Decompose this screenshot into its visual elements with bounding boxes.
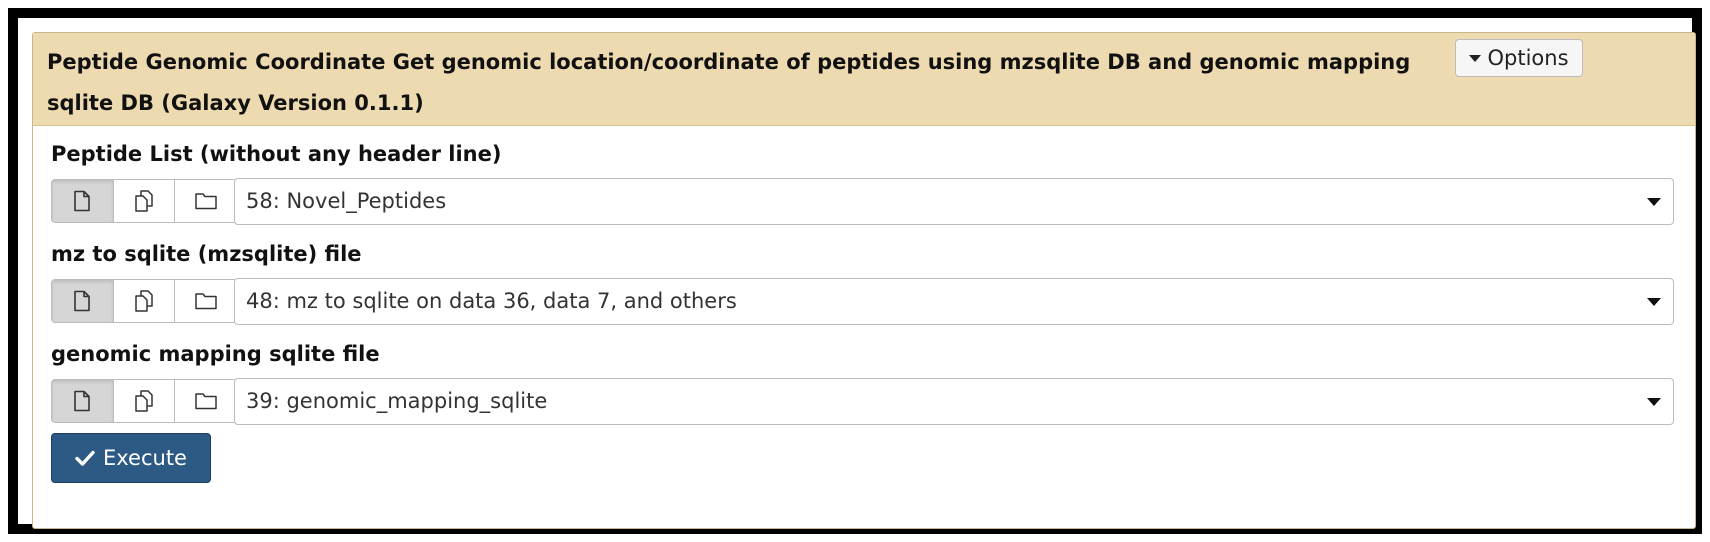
dataset-select-mzsqlite[interactable]: 48: mz to sqlite on data 36, data 7, and… <box>234 278 1674 325</box>
dataset-collection-button[interactable] <box>175 180 236 222</box>
input-mode-group-genomic-mapping <box>51 379 237 423</box>
options-button[interactable]: Options <box>1455 39 1583 77</box>
tool-form: Peptide Genomic Coordinate Get genomic l… <box>32 32 1696 529</box>
tool-title: Peptide Genomic Coordinate Get genomic l… <box>47 50 1411 115</box>
execute-label: Execute <box>103 446 187 470</box>
multiple-datasets-icon <box>135 390 153 412</box>
select-value: 48: mz to sqlite on data 36, data 7, and… <box>246 289 737 313</box>
folder-icon <box>194 193 217 210</box>
tool-header: Peptide Genomic Coordinate Get genomic l… <box>33 33 1695 126</box>
multiple-datasets-button[interactable] <box>113 280 176 322</box>
folder-icon <box>194 393 217 410</box>
caret-down-icon <box>1647 298 1661 306</box>
caret-down-icon <box>1469 54 1482 62</box>
select-value: 58: Novel_Peptides <box>246 189 447 213</box>
select-value: 39: genomic_mapping_sqlite <box>246 389 548 413</box>
caret-down-icon <box>1647 398 1661 406</box>
dataset-collection-button[interactable] <box>175 280 236 322</box>
single-dataset-icon <box>74 290 91 312</box>
multiple-datasets-icon <box>135 290 153 312</box>
single-dataset-icon <box>74 190 91 212</box>
check-icon <box>75 450 95 466</box>
input-mode-group-mzsqlite <box>51 279 237 323</box>
window-frame: Peptide Genomic Coordinate Get genomic l… <box>8 8 1702 534</box>
execute-button[interactable]: Execute <box>51 433 211 483</box>
folder-icon <box>194 293 217 310</box>
single-dataset-button[interactable] <box>52 180 114 222</box>
single-dataset-button[interactable] <box>52 380 114 422</box>
field-label-mzsqlite: mz to sqlite (mzsqlite) file <box>51 242 362 266</box>
field-label-peptide-list: Peptide List (without any header line) <box>51 142 502 166</box>
dataset-select-peptide-list[interactable]: 58: Novel_Peptides <box>234 178 1674 225</box>
multiple-datasets-button[interactable] <box>113 380 176 422</box>
caret-down-icon <box>1647 198 1661 206</box>
dataset-select-genomic-mapping[interactable]: 39: genomic_mapping_sqlite <box>234 378 1674 425</box>
field-label-genomic-mapping: genomic mapping sqlite file <box>51 342 380 366</box>
multiple-datasets-icon <box>135 190 153 212</box>
single-dataset-button[interactable] <box>52 280 114 322</box>
options-label: Options <box>1487 46 1569 70</box>
dataset-collection-button[interactable] <box>175 380 236 422</box>
single-dataset-icon <box>74 390 91 412</box>
multiple-datasets-button[interactable] <box>113 180 176 222</box>
input-mode-group-peptide-list <box>51 179 237 223</box>
